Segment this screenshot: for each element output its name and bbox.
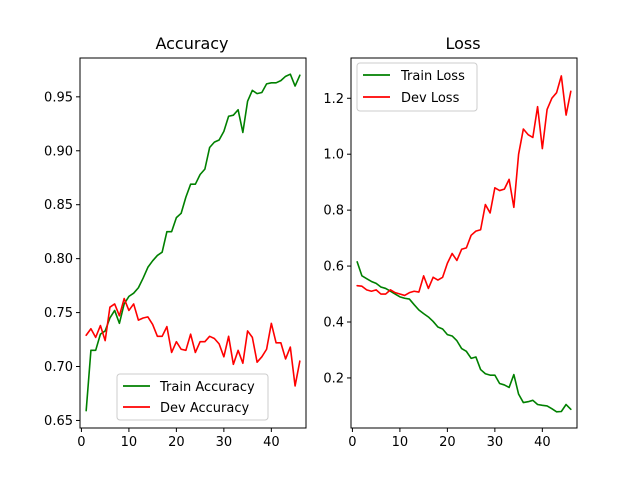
legend-label-train-loss: Train Loss — [400, 69, 465, 84]
accuracy-y-tick-label-2: 0.75 — [44, 306, 73, 321]
accuracy-x-tick-label-3: 30 — [216, 435, 233, 450]
loss-y-tick-label-0: 0.2 — [323, 371, 344, 386]
loss-y-tick-label-3: 0.8 — [323, 204, 344, 219]
accuracy-panel: Accuracy 0 10 20 30 40 0.65 0.70 0.75 0.80 0.85 0.… — [44, 34, 307, 450]
legend-label-train-accuracy: Train Accuracy — [159, 380, 255, 395]
loss-axes-frame — [350, 57, 578, 429]
loss-x-tick-label-1: 10 — [392, 435, 409, 450]
accuracy-y-tick-label-0: 0.65 — [44, 414, 73, 429]
loss-y-tick-label-1: 0.4 — [323, 316, 344, 331]
loss-x-tick-label-4: 40 — [534, 435, 551, 450]
accuracy-legend: Train Accuracy Dev Accuracy — [116, 373, 269, 421]
series-line-dev-accuracy — [85, 297, 301, 387]
accuracy-x-tick-label-2: 20 — [168, 435, 185, 450]
series-line-dev-loss — [356, 75, 572, 297]
legend-label-dev-loss: Dev Loss — [401, 91, 460, 106]
accuracy-title: Accuracy — [155, 34, 228, 53]
loss-panel: Loss 0 10 20 30 40 0.2 0.4 0.6 0.8 1.0 1.2 Train L… — [323, 34, 578, 450]
accuracy-y-tick-label-4: 0.85 — [44, 198, 73, 213]
accuracy-legend-box — [116, 373, 269, 421]
loss-x-tick-label-0: 0 — [348, 435, 356, 450]
loss-title: Loss — [445, 34, 480, 53]
accuracy-y-tick-label-3: 0.80 — [44, 252, 73, 267]
accuracy-axes-frame — [79, 57, 307, 429]
accuracy-x-tick-label-0: 0 — [77, 435, 85, 450]
legend-label-dev-accuracy: Dev Accuracy — [160, 401, 249, 416]
loss-y-tick-label-4: 1.0 — [323, 148, 344, 163]
accuracy-y-tick-label-6: 0.95 — [44, 90, 73, 105]
loss-y-tick-label-5: 1.2 — [323, 92, 344, 107]
loss-plot-layer: 0 10 20 30 40 0.2 0.4 0.6 0.8 1.0 1.2 — [323, 75, 572, 450]
series-line-train-loss — [356, 261, 572, 413]
loss-x-tick-label-2: 20 — [439, 435, 456, 450]
loss-legend: Train Loss Dev Loss — [356, 62, 478, 112]
loss-y-tick-label-2: 0.6 — [323, 260, 344, 275]
loss-x-tick-label-3: 30 — [487, 435, 504, 450]
accuracy-y-tick-label-1: 0.70 — [44, 360, 73, 375]
accuracy-x-tick-label-1: 10 — [121, 435, 138, 450]
accuracy-y-tick-label-5: 0.90 — [44, 144, 73, 159]
accuracy-plot-layer: 0 10 20 30 40 0.65 0.70 0.75 0.80 0.85 0.90 0.95 — [44, 73, 301, 450]
series-line-train-accuracy — [85, 73, 301, 412]
accuracy-x-tick-label-4: 40 — [263, 435, 280, 450]
